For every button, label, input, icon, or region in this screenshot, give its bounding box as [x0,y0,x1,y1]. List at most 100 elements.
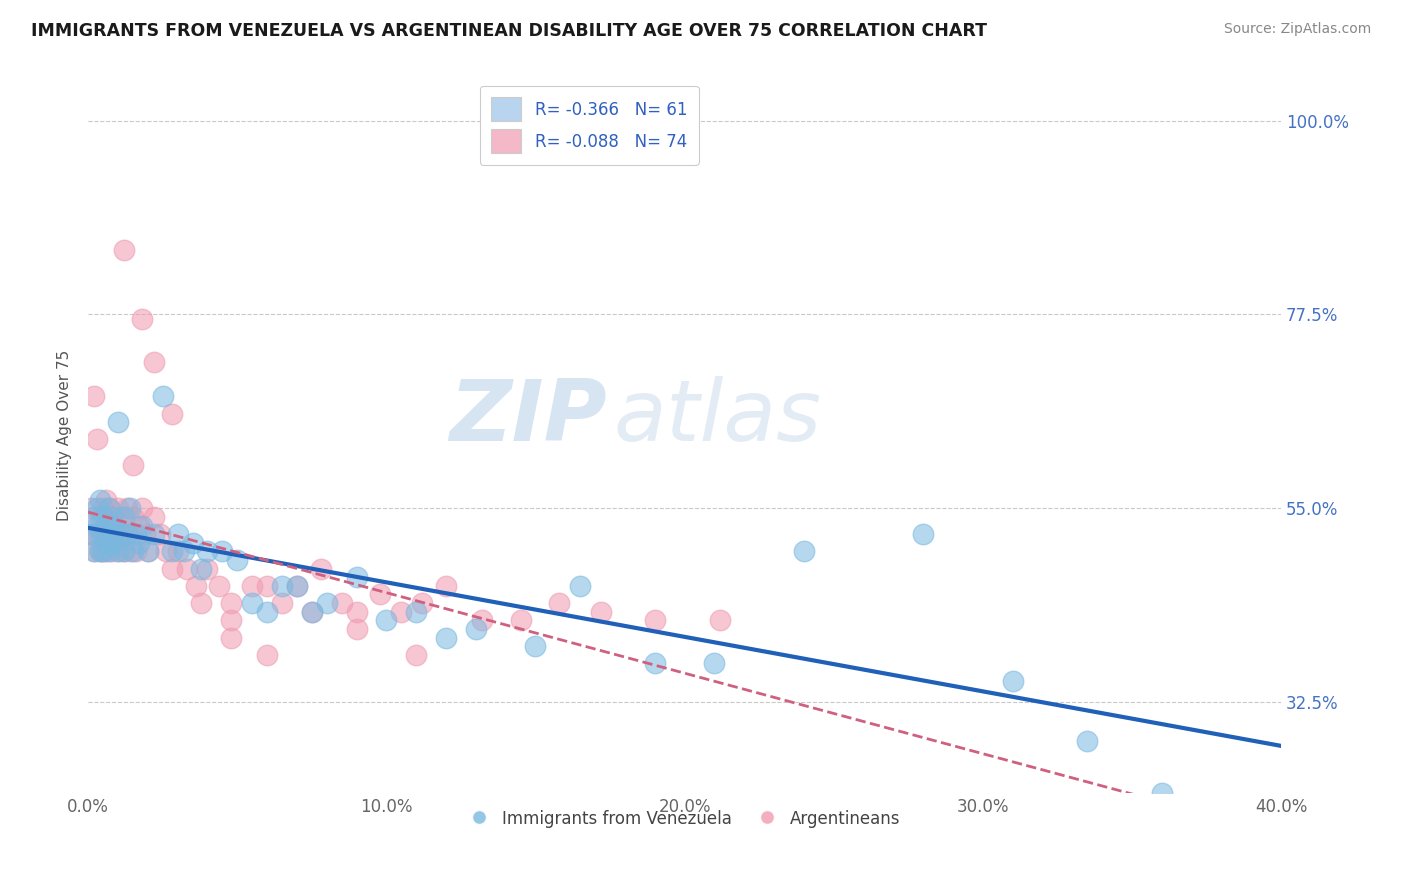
Point [160,407,183,421]
Point [1001,673,1024,688]
Point [98,544,121,558]
Point [166,527,188,541]
Point [115,501,138,516]
Point [86,518,108,533]
Point [89,544,111,558]
Legend: Immigrants from Venezuela, Argentineans: Immigrants from Venezuela, Argentineans [461,803,907,834]
Point [166,544,188,558]
Point [375,613,398,627]
Point [94,535,117,549]
Point [176,561,198,575]
Point [112,243,135,257]
Text: ZIP: ZIP [450,376,607,458]
Point [184,579,207,593]
Point [94,492,117,507]
Point [589,605,612,619]
Point [112,544,135,558]
Point [80,501,103,516]
Point [86,501,108,516]
Point [644,613,666,627]
Point [793,544,815,558]
Point [309,561,332,575]
Point [86,527,108,541]
Point [112,544,135,558]
Point [131,518,153,533]
Point [405,605,427,619]
Point [256,605,278,619]
Point [122,527,145,541]
Point [160,561,183,575]
Point [197,561,219,575]
Point [101,509,124,524]
Point [434,631,457,645]
Point [94,544,117,558]
Point [709,613,731,627]
Point [464,622,486,636]
Point [1150,786,1173,800]
Text: IMMIGRANTS FROM VENEZUELA VS ARGENTINEAN DISABILITY AGE OVER 75 CORRELATION CHAR: IMMIGRANTS FROM VENEZUELA VS ARGENTINEAN… [31,22,987,40]
Point [271,596,294,610]
Point [285,579,308,593]
Point [256,648,278,662]
Point [107,501,129,516]
Point [912,527,935,541]
Point [128,535,150,549]
Point [91,527,114,541]
Point [80,527,103,541]
Point [136,544,159,558]
Point [197,544,219,558]
Point [346,570,368,584]
Point [240,596,263,610]
Point [89,509,111,524]
Point [83,389,105,403]
Point [131,501,153,516]
Point [112,509,135,524]
Point [89,544,111,558]
Point [98,527,121,541]
Point [83,544,105,558]
Point [107,544,129,558]
Point [128,518,150,533]
Point [98,501,121,516]
Point [173,544,195,558]
Point [91,509,114,524]
Point [471,613,494,627]
Point [91,527,114,541]
Point [104,518,127,533]
Point [389,605,412,619]
Point [142,509,165,524]
Point [149,527,172,541]
Point [509,613,531,627]
Point [155,544,177,558]
Point [346,605,368,619]
Point [98,501,121,516]
Point [115,527,138,541]
Point [122,544,145,558]
Point [80,527,103,541]
Point [104,535,127,549]
Point [703,657,725,671]
Point [548,596,571,610]
Point [107,544,129,558]
Text: atlas: atlas [613,376,821,458]
Point [83,544,105,558]
Point [271,579,294,593]
Point [101,527,124,541]
Point [94,518,117,533]
Point [221,596,243,610]
Point [315,596,337,610]
Point [226,553,249,567]
Point [221,631,243,645]
Point [142,355,165,369]
Point [86,433,108,447]
Point [131,311,153,326]
Point [125,527,148,541]
Point [190,561,212,575]
Point [110,509,132,524]
Point [221,613,243,627]
Point [83,509,105,524]
Point [89,492,111,507]
Point [91,544,114,558]
Point [181,535,204,549]
Point [160,544,183,558]
